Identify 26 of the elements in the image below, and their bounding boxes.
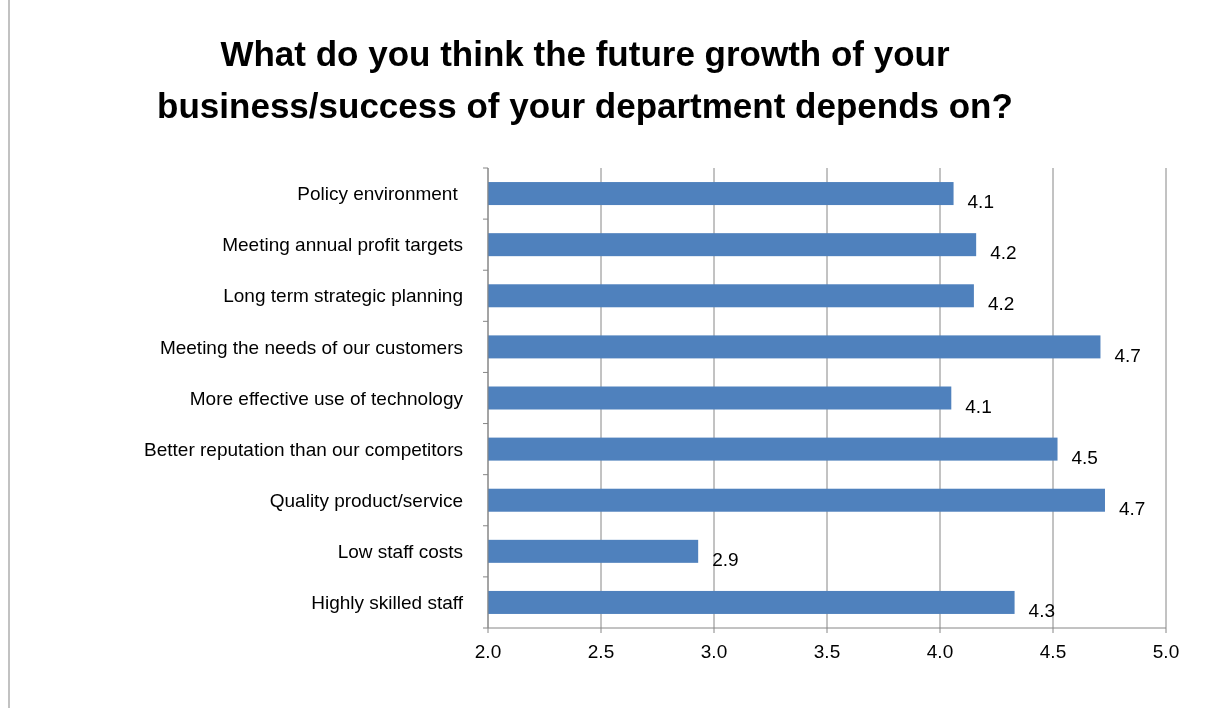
y-tick-label: Quality product/service xyxy=(269,489,463,511)
data-label: 4.7 xyxy=(1114,344,1141,366)
x-tick-label: 5.0 xyxy=(1152,641,1180,662)
data-label: 4.1 xyxy=(965,395,992,417)
y-tick-label: Meeting the needs of our customers xyxy=(159,336,463,358)
chart-title: What do you think the future growth of your business/success of your department depends on? xyxy=(157,34,1013,125)
data-label: 4.5 xyxy=(1071,446,1098,468)
data-label: 2.9 xyxy=(712,548,739,570)
y-tick-label: More effective use of technology xyxy=(189,387,464,409)
x-tick-label: 3.0 xyxy=(700,641,728,662)
y-tick-label: Better reputation than our competitors xyxy=(144,438,463,460)
x-tick-label: 4.5 xyxy=(1039,641,1067,662)
data-label: 4.2 xyxy=(987,293,1015,315)
y-tick-label: Highly skilled staff xyxy=(311,592,464,614)
data-label: 4.2 xyxy=(990,242,1017,264)
x-tick-label: 3.5 xyxy=(813,641,841,662)
data-label: 4.3 xyxy=(1028,600,1055,622)
data-label: 4.7 xyxy=(1118,497,1146,519)
x-tick-label: 2.0 xyxy=(474,641,502,662)
x-tick-label: 2.5 xyxy=(587,641,615,662)
x-tick-label: 4.0 xyxy=(926,641,954,662)
y-tick-label: Policy environment xyxy=(297,183,463,205)
y-tick-label: Low staff costs xyxy=(337,540,463,562)
y-tick-label: Meeting annual profit targets xyxy=(222,234,463,256)
data-label: 4.1 xyxy=(967,191,994,213)
y-tick-label: Long term strategic planning xyxy=(223,285,463,307)
